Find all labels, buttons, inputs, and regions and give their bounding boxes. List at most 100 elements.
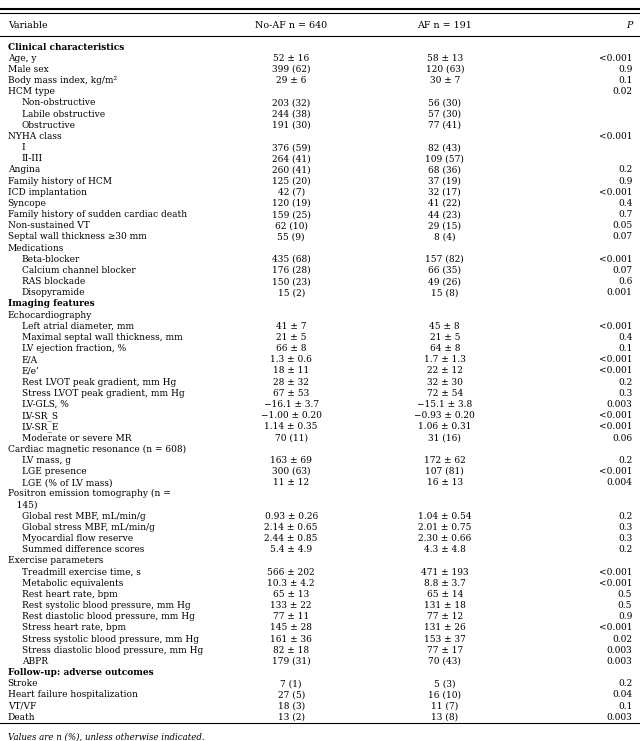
Text: 0.004: 0.004 [607,478,632,487]
Text: Values are n (%), unless otherwise indicated.: Values are n (%), unless otherwise indic… [8,732,204,741]
Text: 0.04: 0.04 [612,691,632,700]
Text: Angina: Angina [8,165,40,174]
Text: 0.2: 0.2 [618,545,632,554]
Text: Heart failure hospitalization: Heart failure hospitalization [8,691,138,700]
Text: 0.003: 0.003 [607,713,632,722]
Text: Summed difference scores: Summed difference scores [22,545,144,554]
Text: I: I [22,143,26,152]
Text: 29 (15): 29 (15) [428,222,461,230]
Text: 0.9: 0.9 [618,176,632,185]
Text: Syncope: Syncope [8,199,47,208]
Text: 0.003: 0.003 [607,657,632,666]
Text: 70 (11): 70 (11) [275,433,308,442]
Text: Obstructive: Obstructive [22,121,76,130]
Text: 0.02: 0.02 [612,634,632,643]
Text: Stress LVOT peak gradient, mm Hg: Stress LVOT peak gradient, mm Hg [22,389,184,398]
Text: 21 ± 5: 21 ± 5 [276,333,307,342]
Text: Treadmill exercise time, s: Treadmill exercise time, s [22,568,141,576]
Text: Family history of HCM: Family history of HCM [8,176,112,185]
Text: 30 ± 7: 30 ± 7 [429,76,460,85]
Text: Disopyramide: Disopyramide [22,288,85,297]
Text: 15 (2): 15 (2) [278,288,305,297]
Text: 1.14 ± 0.35: 1.14 ± 0.35 [264,422,318,431]
Text: 161 ± 36: 161 ± 36 [270,634,312,643]
Text: 109 (57): 109 (57) [426,154,464,163]
Text: P: P [626,21,632,30]
Text: 157 (82): 157 (82) [426,255,464,264]
Text: Rest systolic blood pressure, mm Hg: Rest systolic blood pressure, mm Hg [22,601,190,610]
Text: <0.001: <0.001 [599,422,632,431]
Text: 244 (38): 244 (38) [272,110,310,119]
Text: −0.93 ± 0.20: −0.93 ± 0.20 [415,411,475,420]
Text: 0.1: 0.1 [618,76,632,85]
Text: 18 ± 11: 18 ± 11 [273,367,309,376]
Text: LV-GLS, %: LV-GLS, % [22,400,68,409]
Text: <0.001: <0.001 [599,322,632,330]
Text: 131 ± 18: 131 ± 18 [424,601,466,610]
Text: AF n = 191: AF n = 191 [417,21,472,30]
Text: Stress diastolic blood pressure, mm Hg: Stress diastolic blood pressure, mm Hg [22,645,203,655]
Text: Variable: Variable [8,21,47,30]
Text: 77 ± 11: 77 ± 11 [273,612,309,621]
Text: Global rest MBF, mL/min/g: Global rest MBF, mL/min/g [22,512,145,521]
Text: 0.7: 0.7 [618,210,632,219]
Text: <0.001: <0.001 [599,255,632,264]
Text: 0.003: 0.003 [607,400,632,409]
Text: 131 ± 26: 131 ± 26 [424,623,466,632]
Text: LV ejection fraction, %: LV ejection fraction, % [22,344,126,353]
Text: 68 (36): 68 (36) [428,165,461,174]
Text: LGE (% of LV mass): LGE (% of LV mass) [22,478,112,487]
Text: 0.05: 0.05 [612,222,632,230]
Text: 2.44 ± 0.85: 2.44 ± 0.85 [264,534,318,543]
Text: 145 ± 28: 145 ± 28 [270,623,312,632]
Text: 5.4 ± 4.9: 5.4 ± 4.9 [270,545,312,554]
Text: 125 (20): 125 (20) [272,176,310,185]
Text: <0.001: <0.001 [599,568,632,576]
Text: 0.1: 0.1 [618,702,632,711]
Text: 0.2: 0.2 [618,512,632,521]
Text: Global stress MBF, mL/min/g: Global stress MBF, mL/min/g [22,523,155,532]
Text: 16 (10): 16 (10) [428,691,461,700]
Text: 0.02: 0.02 [612,87,632,96]
Text: 13 (2): 13 (2) [278,713,305,722]
Text: 159 (25): 159 (25) [272,210,310,219]
Text: <0.001: <0.001 [599,132,632,141]
Text: Positron emission tomography (n =: Positron emission tomography (n = [8,489,170,499]
Text: LV-SR_E: LV-SR_E [22,422,60,432]
Text: 172 ± 62: 172 ± 62 [424,456,466,465]
Text: Left atrial diameter, mm: Left atrial diameter, mm [22,322,134,330]
Text: 0.3: 0.3 [618,534,632,543]
Text: −1.00 ± 0.20: −1.00 ± 0.20 [260,411,322,420]
Text: 66 ± 8: 66 ± 8 [276,344,307,353]
Text: Age, y: Age, y [8,54,36,63]
Text: 13 (8): 13 (8) [431,713,458,722]
Text: 179 (31): 179 (31) [272,657,310,666]
Text: Clinical characteristics: Clinical characteristics [8,42,124,52]
Text: Labile obstructive: Labile obstructive [22,110,105,119]
Text: Stress heart rate, bpm: Stress heart rate, bpm [22,623,126,632]
Text: 66 (35): 66 (35) [428,266,461,275]
Text: 45 ± 8: 45 ± 8 [429,322,460,330]
Text: 77 (41): 77 (41) [428,121,461,130]
Text: 376 (59): 376 (59) [272,143,310,152]
Text: −15.1 ± 3.8: −15.1 ± 3.8 [417,400,472,409]
Text: 120 (63): 120 (63) [426,65,464,74]
Text: E/A: E/A [22,356,38,365]
Text: 0.2: 0.2 [618,378,632,387]
Text: Imaging features: Imaging features [8,299,94,308]
Text: Stress systolic blood pressure, mm Hg: Stress systolic blood pressure, mm Hg [22,634,199,643]
Text: 107 (81): 107 (81) [426,467,464,476]
Text: 29 ± 6: 29 ± 6 [276,76,307,85]
Text: 5 (3): 5 (3) [434,679,456,688]
Text: 21 ± 5: 21 ± 5 [429,333,460,342]
Text: 77 ± 17: 77 ± 17 [427,645,463,655]
Text: Moderate or severe MR: Moderate or severe MR [22,433,131,442]
Text: 62 (10): 62 (10) [275,222,308,230]
Text: 41 (22): 41 (22) [428,199,461,208]
Text: ICD implantation: ICD implantation [8,187,86,197]
Text: ABPR: ABPR [22,657,48,666]
Text: Calcium channel blocker: Calcium channel blocker [22,266,136,275]
Text: 399 (62): 399 (62) [272,65,310,74]
Text: Metabolic equivalents: Metabolic equivalents [22,579,123,588]
Text: <0.001: <0.001 [599,356,632,365]
